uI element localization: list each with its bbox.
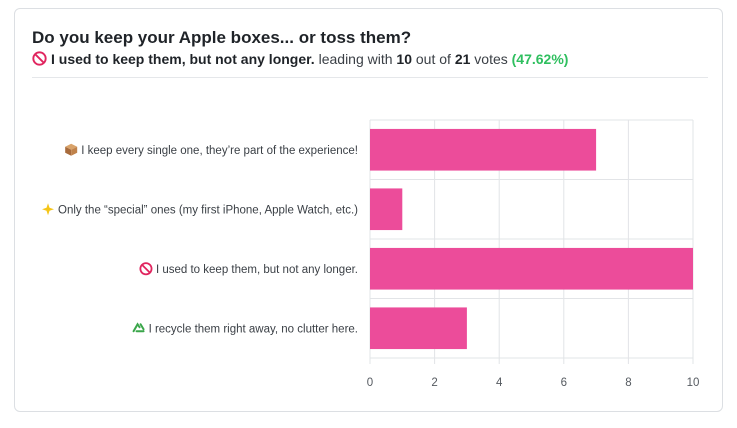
x-tick-label: 0 bbox=[367, 377, 373, 389]
votes-text: votes bbox=[474, 51, 508, 67]
package-icon bbox=[65, 143, 78, 156]
x-tick-label: 2 bbox=[431, 377, 437, 389]
bar bbox=[370, 128, 597, 171]
leader-votes: 10 bbox=[396, 51, 412, 67]
bar bbox=[370, 188, 403, 231]
poll-card: Do you keep your Apple boxes... or toss … bbox=[14, 8, 723, 412]
poll-summary: I used to keep them, but not any longer.… bbox=[32, 51, 568, 67]
category-label: Only the “special” ones (my first iPhone… bbox=[58, 204, 358, 216]
leader-label: I used to keep them, but not any longer. bbox=[51, 51, 315, 67]
no-entry-icon bbox=[32, 51, 47, 66]
x-tick-label: 6 bbox=[561, 377, 567, 389]
category-label: I used to keep them, but not any longer. bbox=[156, 264, 358, 276]
leader-percent: (47.62%) bbox=[511, 51, 569, 67]
bar bbox=[370, 247, 693, 290]
bar bbox=[370, 307, 467, 350]
recycle-icon bbox=[132, 321, 146, 335]
poll-title: Do you keep your Apple boxes... or toss … bbox=[32, 28, 412, 47]
x-tick-label: 8 bbox=[625, 377, 631, 389]
category-label: I recycle them right away, no clutter he… bbox=[149, 323, 358, 335]
no-entry-icon bbox=[139, 262, 153, 276]
divider bbox=[32, 77, 708, 78]
total-votes: 21 bbox=[454, 51, 471, 67]
leading-with-text: leading with bbox=[318, 51, 393, 67]
out-of-text: out of bbox=[415, 51, 451, 67]
x-tick-label: 10 bbox=[687, 377, 700, 389]
category-label: I keep every single one, they’re part of… bbox=[81, 145, 358, 157]
sparkle-icon bbox=[42, 203, 55, 216]
x-tick-label: 4 bbox=[496, 377, 503, 389]
